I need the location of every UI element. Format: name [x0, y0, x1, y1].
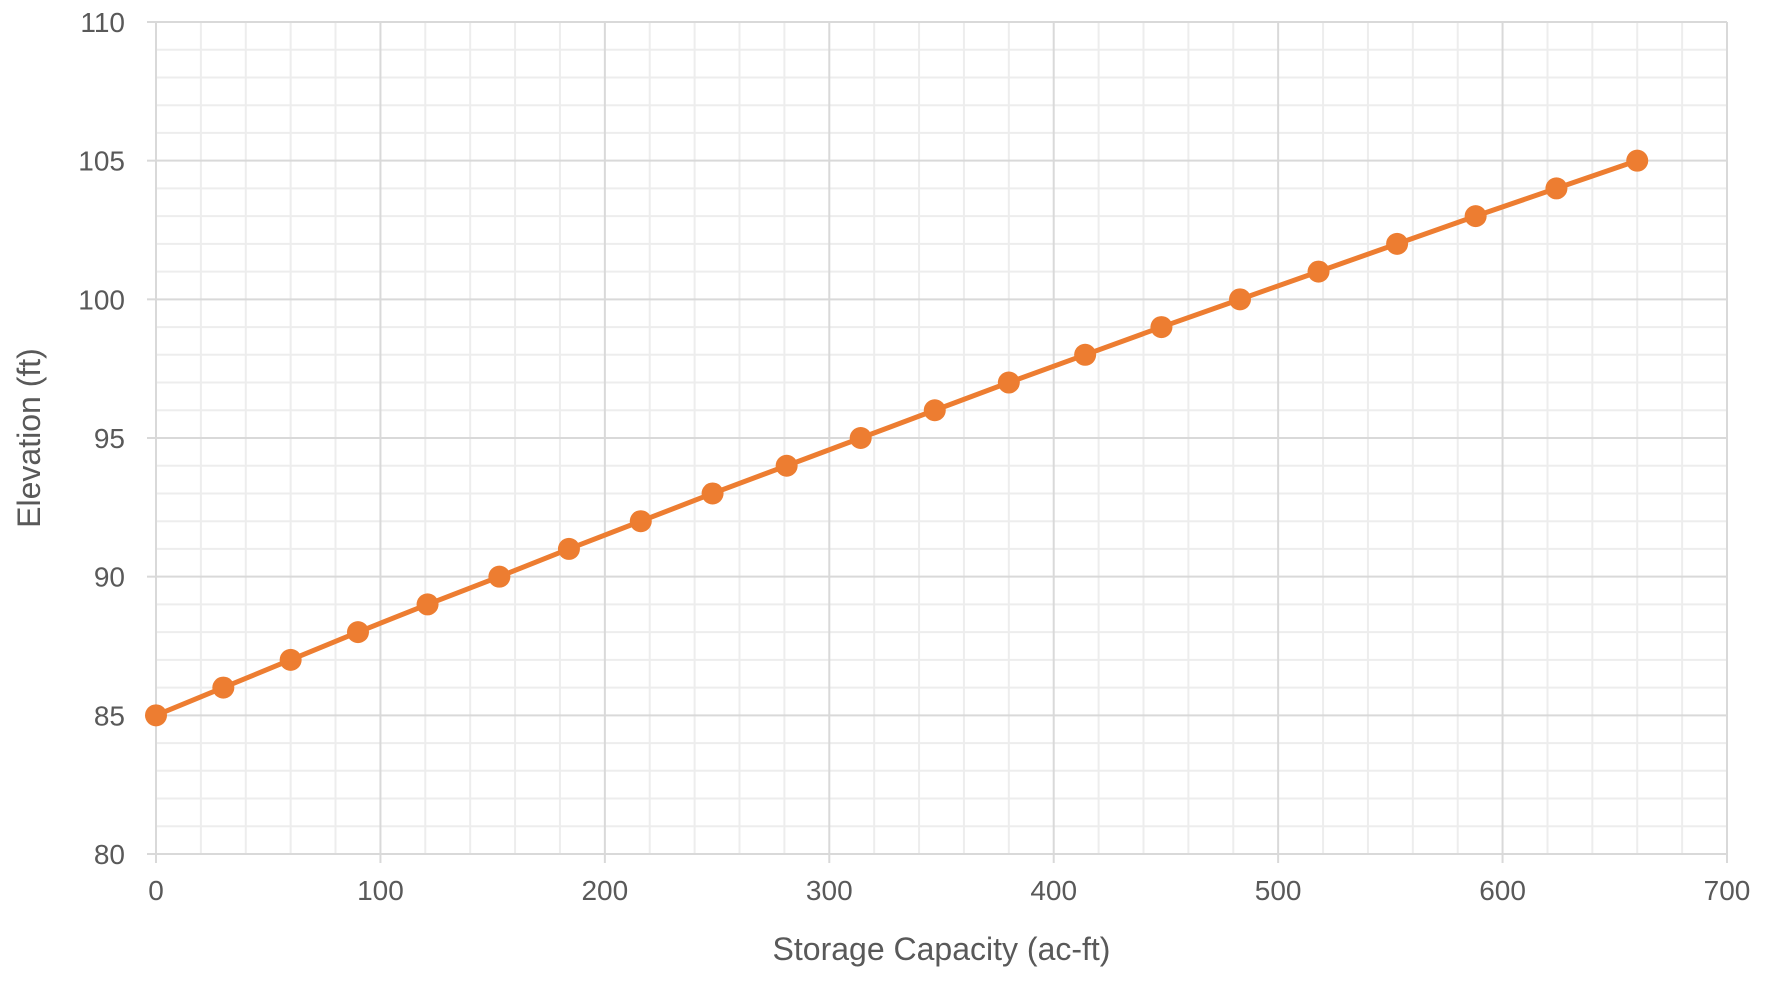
- x-axis-tick-labels: 0 100 200 300 400 500 600 700: [148, 875, 1750, 906]
- x-tick-label: 200: [581, 875, 628, 906]
- data-point: [1228, 288, 1251, 311]
- x-tick-label: 100: [357, 875, 404, 906]
- data-point: [849, 427, 872, 449]
- data-point: [1074, 343, 1097, 366]
- y-axis-tick-labels: 80 85 90 95 100 105 110: [78, 7, 125, 870]
- data-point: [775, 454, 798, 477]
- data-point: [1307, 260, 1330, 283]
- data-point: [1626, 149, 1649, 172]
- data-point: [212, 676, 235, 699]
- x-axis-title: Storage Capacity (ac-ft): [773, 931, 1111, 967]
- data-point: [1545, 177, 1568, 200]
- data-point: [629, 510, 652, 533]
- data-point: [279, 648, 302, 671]
- data-point: [557, 537, 580, 560]
- major-gridlines: [147, 21, 1728, 863]
- x-tick-label: 400: [1030, 875, 1077, 906]
- y-tick-label: 85: [94, 700, 125, 731]
- y-tick-label: 100: [78, 284, 125, 315]
- x-tick-label: 500: [1255, 875, 1302, 906]
- data-point: [923, 399, 946, 422]
- data-point: [416, 593, 439, 616]
- x-tick-label: 0: [148, 875, 164, 906]
- y-tick-label: 90: [94, 562, 125, 593]
- data-point: [1150, 316, 1173, 339]
- data-point: [1386, 232, 1409, 255]
- data-point: [145, 704, 167, 727]
- y-tick-label: 95: [94, 423, 125, 454]
- y-tick-label: 105: [78, 146, 125, 177]
- data-point: [1464, 205, 1487, 228]
- x-tick-label: 600: [1479, 875, 1526, 906]
- series-layer: [145, 149, 1649, 727]
- y-tick-label: 110: [80, 7, 125, 38]
- y-axis-title: Elevation (ft): [11, 348, 47, 528]
- x-tick-label: 700: [1704, 875, 1751, 906]
- data-point: [701, 482, 724, 505]
- x-tick-label: 300: [806, 875, 853, 906]
- data-point: [997, 371, 1020, 394]
- data-point: [488, 565, 511, 588]
- data-point: [346, 621, 369, 644]
- y-tick-label: 80: [94, 839, 125, 870]
